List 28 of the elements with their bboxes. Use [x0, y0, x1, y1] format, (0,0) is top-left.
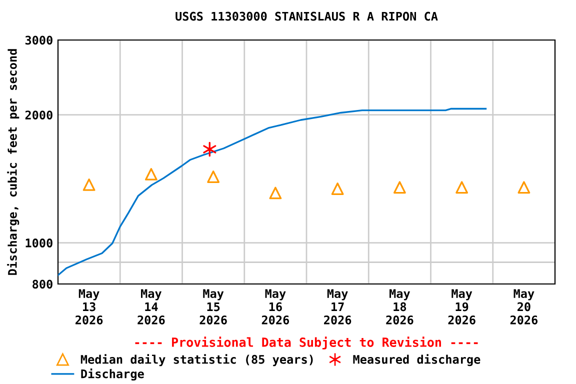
x-tick-label: May 19 2026 — [448, 289, 476, 324]
chart-title: USGS 11303000 STANISLAUS R A RIPON CA — [176, 12, 438, 21]
point — [331, 182, 344, 195]
y-tick-label: 800 — [32, 280, 52, 289]
line-series — [58, 108, 487, 276]
x-tick-label: May 20 2026 — [510, 289, 538, 324]
x-tick-label: May 15 2026 — [200, 289, 227, 324]
y-tick-label: 2000 — [25, 110, 52, 120]
point — [269, 186, 282, 200]
point — [207, 170, 220, 183]
x-tick-label: May 14 2026 — [138, 289, 165, 324]
point — [456, 181, 468, 194]
x-tick-label: May 18 2026 — [386, 289, 414, 324]
y-tick-label: 3000 — [25, 36, 52, 45]
x-tick-label: May 17 2026 — [324, 289, 352, 324]
y-tick-label: 1000 — [26, 238, 52, 248]
point — [203, 142, 216, 157]
legend-label: Measured discharge — [353, 354, 480, 366]
y-axis-title: Discharge, cubic feet per second — [7, 49, 20, 275]
legend-label: Discharge — [81, 368, 144, 381]
legend-label: Median daily statistic (85 years) — [80, 354, 313, 366]
point — [144, 168, 158, 180]
x-tick-label: May 13 2026 — [76, 289, 103, 324]
point — [518, 181, 530, 194]
text: ---- Provisional Data Subject to Revision ---- — [135, 336, 478, 350]
point — [82, 178, 96, 191]
x-tick-label: May 16 2026 — [262, 289, 290, 324]
point — [393, 181, 406, 194]
